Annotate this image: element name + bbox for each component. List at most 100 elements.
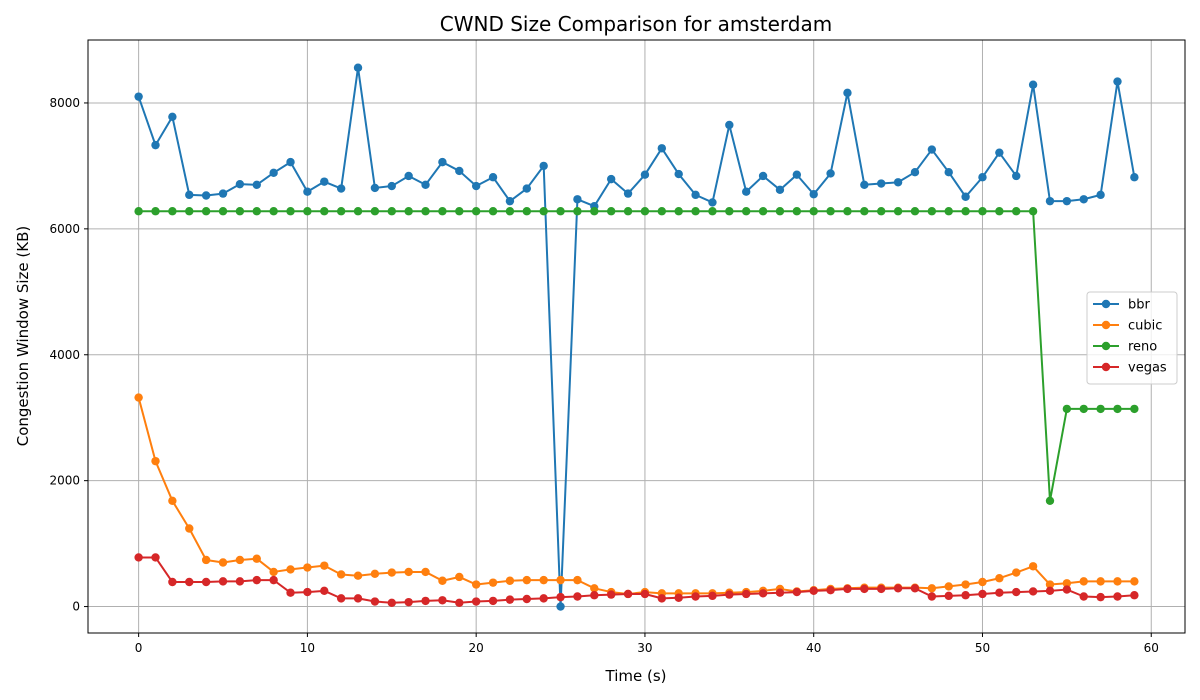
data-point-reno bbox=[573, 207, 582, 216]
data-point-vegas bbox=[134, 553, 143, 562]
legend-item-bbr: bbr bbox=[1093, 298, 1151, 313]
data-point-bbr bbox=[269, 168, 278, 178]
data-point-vegas bbox=[539, 594, 548, 603]
legend-marker bbox=[1101, 299, 1111, 309]
data-point-reno bbox=[826, 207, 835, 216]
data-point-bbr bbox=[877, 179, 886, 188]
data-point-reno bbox=[961, 207, 970, 216]
plot-frame bbox=[87, 39, 1186, 634]
data-point-cubic bbox=[404, 567, 413, 577]
data-point-cubic bbox=[336, 570, 346, 579]
data-point-reno bbox=[353, 207, 363, 216]
data-point-reno bbox=[860, 207, 869, 216]
data-point-vegas bbox=[320, 586, 329, 596]
data-point-bbr bbox=[471, 181, 481, 191]
data-point-bbr bbox=[252, 180, 261, 189]
data-point-cubic bbox=[522, 575, 531, 585]
legend-label: vegas bbox=[1128, 361, 1167, 376]
data-point-cubic bbox=[1012, 568, 1021, 577]
legend-marker bbox=[1101, 320, 1111, 330]
data-point-cubic bbox=[927, 584, 937, 593]
data-point-cubic bbox=[269, 567, 278, 577]
data-point-bbr bbox=[927, 145, 937, 154]
data-point-cubic bbox=[286, 565, 295, 574]
data-point-vegas bbox=[353, 594, 363, 603]
y-tick-label: 4000 bbox=[49, 348, 80, 362]
data-point-vegas bbox=[235, 577, 245, 586]
legend-label: bbr bbox=[1128, 298, 1151, 313]
data-point-bbr bbox=[1130, 173, 1139, 182]
data-point-cubic bbox=[134, 393, 143, 402]
data-point-cubic bbox=[505, 576, 515, 585]
data-point-reno bbox=[1012, 207, 1021, 216]
data-point-reno bbox=[134, 207, 143, 216]
data-point-bbr bbox=[1062, 196, 1072, 206]
data-point-cubic bbox=[421, 567, 430, 577]
data-point-cubic bbox=[978, 577, 987, 587]
data-point-vegas bbox=[269, 575, 278, 585]
data-point-reno bbox=[1028, 207, 1038, 216]
data-point-vegas bbox=[151, 553, 160, 562]
data-point-reno bbox=[623, 207, 633, 216]
data-point-vegas bbox=[168, 577, 177, 587]
data-point-vegas bbox=[556, 592, 565, 602]
data-point-bbr bbox=[606, 174, 616, 184]
data-point-reno bbox=[691, 207, 700, 216]
data-point-bbr bbox=[370, 183, 380, 193]
data-point-bbr bbox=[522, 184, 531, 193]
data-point-reno bbox=[539, 207, 548, 216]
legend-item-vegas: vegas bbox=[1093, 361, 1167, 376]
data-point-vegas bbox=[573, 592, 582, 601]
data-point-cubic bbox=[185, 524, 194, 533]
data-point-cubic bbox=[303, 563, 312, 572]
data-point-reno bbox=[708, 207, 717, 216]
data-point-cubic bbox=[573, 575, 582, 585]
data-point-bbr bbox=[708, 198, 717, 207]
data-point-vegas bbox=[623, 589, 633, 599]
data-point-cubic bbox=[1045, 580, 1055, 589]
data-point-vegas bbox=[927, 592, 937, 601]
data-point-vegas bbox=[978, 589, 987, 599]
data-point-vegas bbox=[1079, 592, 1088, 601]
data-point-vegas bbox=[1113, 592, 1122, 601]
data-point-reno bbox=[674, 207, 683, 216]
data-point-cubic bbox=[1113, 577, 1122, 586]
x-tick-label: 10 bbox=[300, 641, 315, 655]
data-point-cubic bbox=[370, 569, 380, 579]
data-point-bbr bbox=[893, 178, 903, 187]
data-point-reno bbox=[185, 207, 194, 216]
data-point-cubic bbox=[539, 575, 548, 585]
data-point-reno bbox=[725, 207, 734, 216]
data-point-reno bbox=[556, 207, 565, 216]
data-point-vegas bbox=[758, 589, 768, 598]
data-point-bbr bbox=[775, 185, 785, 195]
data-point-reno bbox=[742, 207, 751, 216]
data-point-cubic bbox=[168, 496, 177, 506]
data-point-vegas bbox=[404, 597, 413, 607]
legend-label: reno bbox=[1128, 340, 1157, 355]
data-point-vegas bbox=[1028, 587, 1038, 596]
data-point-vegas bbox=[218, 577, 228, 586]
data-point-reno bbox=[168, 207, 177, 216]
y-tick-label: 6000 bbox=[49, 222, 80, 236]
y-tick-label: 8000 bbox=[49, 96, 80, 110]
ticks: 0 10 20 30 40 50 60 0 2000 4000 6000 8000 bbox=[49, 96, 1158, 655]
data-point-vegas bbox=[1062, 585, 1072, 594]
data-point-bbr bbox=[674, 169, 683, 179]
data-point-bbr bbox=[387, 181, 396, 191]
legend-item-reno: reno bbox=[1093, 340, 1157, 355]
data-point-reno bbox=[218, 207, 228, 216]
data-point-reno bbox=[421, 207, 430, 216]
data-point-reno bbox=[1130, 404, 1139, 414]
data-point-bbr bbox=[691, 190, 700, 200]
data-point-cubic bbox=[438, 576, 447, 585]
data-point-bbr bbox=[843, 88, 852, 98]
data-point-vegas bbox=[893, 584, 903, 593]
x-tick-label: 30 bbox=[637, 641, 652, 655]
data-point-cubic bbox=[201, 555, 211, 565]
series-line-reno bbox=[138, 210, 1135, 502]
data-point-reno bbox=[657, 207, 667, 216]
data-point-vegas bbox=[1130, 591, 1139, 600]
data-point-bbr bbox=[792, 170, 802, 179]
data-point-reno bbox=[893, 207, 903, 216]
